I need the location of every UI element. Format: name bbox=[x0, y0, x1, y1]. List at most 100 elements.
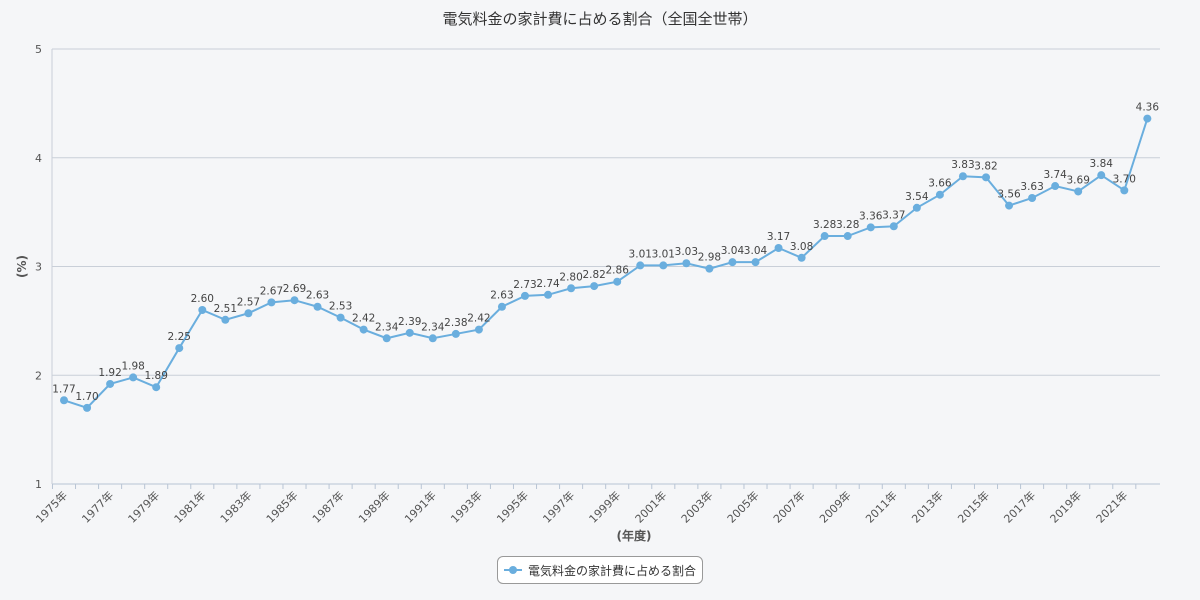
data-point bbox=[728, 258, 737, 267]
data-point bbox=[544, 290, 553, 299]
data-point bbox=[336, 313, 345, 322]
x-tick-label: 1991年 bbox=[401, 488, 438, 525]
x-tick-label: 1977年 bbox=[79, 488, 116, 525]
data-point bbox=[866, 223, 875, 232]
data-label: 3.83 bbox=[951, 159, 974, 171]
data-label: 2.74 bbox=[536, 278, 560, 290]
x-tick-label: 2017年 bbox=[1001, 488, 1038, 525]
x-tick-label: 1995年 bbox=[494, 488, 531, 525]
x-tick-label: 2005年 bbox=[724, 488, 761, 525]
data-label: 1.89 bbox=[145, 370, 168, 382]
data-label: 2.63 bbox=[306, 290, 329, 302]
x-tick-label: 1981年 bbox=[171, 488, 208, 525]
x-tick-label: 2009年 bbox=[816, 488, 853, 525]
x-tick-label: 2011年 bbox=[862, 488, 899, 525]
data-label: 3.74 bbox=[1043, 169, 1067, 181]
data-label: 2.39 bbox=[398, 316, 421, 328]
data-label: 2.73 bbox=[513, 279, 536, 291]
x-tick-label: 1975年 bbox=[33, 488, 70, 525]
data-label: 3.56 bbox=[997, 189, 1021, 201]
data-point bbox=[83, 403, 92, 412]
x-tick-label: 1989年 bbox=[355, 488, 392, 525]
y-tick-label: 3 bbox=[35, 261, 42, 274]
y-tick-label: 4 bbox=[35, 152, 42, 165]
x-tick-label: 1993年 bbox=[448, 488, 485, 525]
data-label: 3.69 bbox=[1067, 174, 1090, 186]
data-label: 2.57 bbox=[237, 296, 260, 308]
data-label: 2.51 bbox=[214, 303, 237, 315]
data-label: 2.34 bbox=[421, 321, 445, 333]
data-point bbox=[175, 344, 184, 353]
x-tick-label: 2007年 bbox=[770, 488, 807, 525]
data-label: 3.03 bbox=[675, 246, 698, 258]
data-point bbox=[497, 302, 506, 311]
data-point bbox=[405, 328, 414, 337]
data-point bbox=[567, 284, 576, 293]
data-label: 2.67 bbox=[260, 285, 283, 297]
data-point bbox=[152, 383, 161, 392]
data-point bbox=[428, 334, 437, 343]
data-point bbox=[198, 306, 207, 314]
data-point bbox=[774, 244, 783, 253]
data-point bbox=[797, 253, 806, 262]
data-label: 2.63 bbox=[490, 290, 513, 302]
data-label: 3.66 bbox=[928, 178, 952, 190]
data-label: 4.36 bbox=[1136, 102, 1160, 114]
data-label: 3.63 bbox=[1020, 181, 1043, 193]
data-point bbox=[1074, 187, 1083, 196]
data-point bbox=[636, 261, 645, 270]
legend-label: 電気料金の家計費に占める割合 bbox=[528, 563, 697, 578]
data-label: 3.08 bbox=[790, 241, 813, 253]
data-point bbox=[221, 315, 230, 324]
x-tick-label: 2019年 bbox=[1047, 488, 1084, 525]
legend[interactable]: 電気料金の家計費に占める割合 bbox=[497, 556, 703, 584]
data-label: 3.17 bbox=[767, 231, 790, 243]
data-point bbox=[1143, 114, 1152, 123]
data-point bbox=[659, 261, 668, 270]
data-label: 2.80 bbox=[559, 271, 582, 283]
data-label: 1.98 bbox=[121, 360, 144, 372]
x-tick-label: 1979年 bbox=[125, 488, 162, 525]
data-point bbox=[313, 302, 322, 311]
data-point bbox=[521, 291, 529, 300]
data-label: 3.01 bbox=[629, 248, 652, 260]
x-tick-label: 1985年 bbox=[263, 488, 300, 525]
data-label: 3.37 bbox=[882, 209, 905, 221]
data-label: 3.28 bbox=[813, 219, 836, 231]
data-point bbox=[958, 172, 967, 181]
data-point bbox=[682, 259, 691, 268]
data-label: 1.92 bbox=[98, 367, 121, 379]
data-point bbox=[1051, 182, 1060, 191]
data-label: 2.38 bbox=[444, 317, 467, 329]
data-label: 3.84 bbox=[1090, 158, 1114, 170]
data-point bbox=[359, 325, 368, 334]
data-label: 3.82 bbox=[974, 160, 997, 172]
data-label: 3.04 bbox=[721, 245, 745, 257]
x-tick-label: 1999年 bbox=[586, 488, 623, 525]
data-point bbox=[889, 222, 898, 231]
x-tick-label: 2003年 bbox=[678, 488, 715, 525]
data-point bbox=[1028, 193, 1037, 202]
x-tick-label: 2021年 bbox=[1093, 488, 1130, 525]
x-tick-label: 1987年 bbox=[309, 488, 346, 525]
data-label: 2.25 bbox=[168, 331, 191, 343]
x-tick-label: 1997年 bbox=[540, 488, 577, 525]
data-point bbox=[267, 298, 276, 307]
data-point bbox=[290, 296, 299, 305]
data-label: 2.60 bbox=[191, 293, 214, 305]
data-label: 3.70 bbox=[1113, 173, 1136, 185]
x-tick-label: 2013年 bbox=[909, 488, 946, 525]
data-label: 2.86 bbox=[606, 265, 630, 277]
y-tick-label: 2 bbox=[35, 369, 42, 382]
data-label: 2.42 bbox=[352, 313, 375, 325]
x-tick-label: 2015年 bbox=[955, 488, 992, 525]
data-label: 2.42 bbox=[467, 313, 490, 325]
y-axis-label: (%) bbox=[15, 255, 29, 278]
x-tick-label: 2001年 bbox=[632, 488, 669, 525]
y-tick-label: 5 bbox=[35, 43, 42, 56]
y-tick-label: 1 bbox=[35, 478, 42, 491]
data-point bbox=[912, 203, 921, 212]
legend-marker-icon bbox=[504, 565, 522, 575]
chart-title: 電気料金の家計費に占める割合（全国全世帯） bbox=[442, 10, 758, 28]
